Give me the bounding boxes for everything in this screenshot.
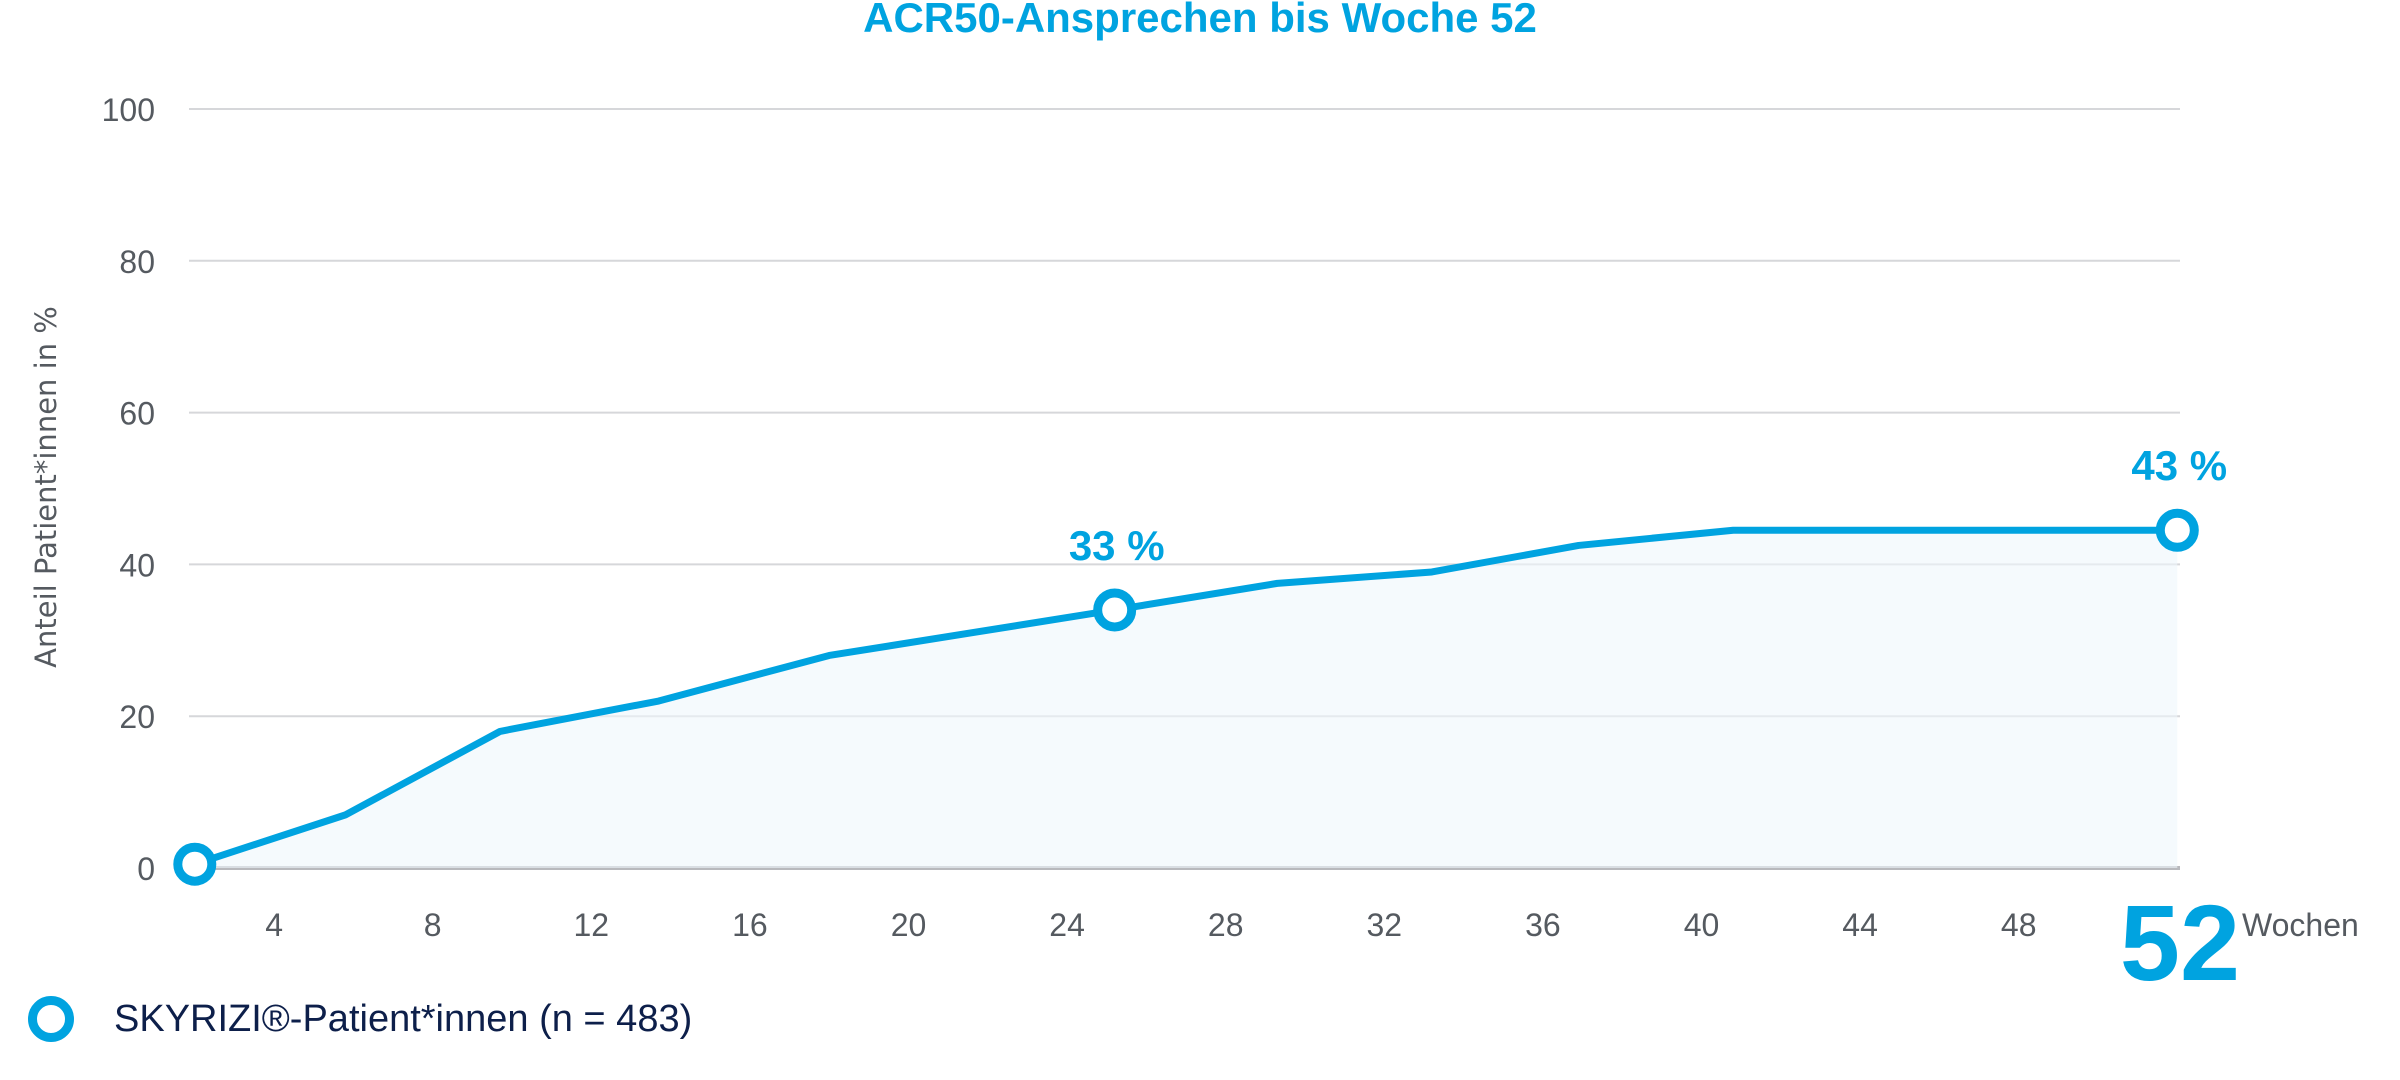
y-tick-label: 60 bbox=[119, 396, 155, 432]
x-tick-label: 32 bbox=[1367, 907, 1403, 943]
x-axis-label: Wochen bbox=[2242, 907, 2359, 943]
y-tick-label: 80 bbox=[119, 244, 155, 280]
data-point-marker bbox=[1093, 588, 1137, 632]
chart-title: ACR50-Ansprechen bis Woche 52 bbox=[863, 0, 1537, 41]
x-tick-label: 12 bbox=[574, 907, 610, 943]
x-tick-label: 16 bbox=[732, 907, 768, 943]
x-tick-label: 40 bbox=[1684, 907, 1720, 943]
data-point-marker bbox=[173, 842, 217, 886]
y-axis-label: Anteil Patient*innen in % bbox=[29, 306, 63, 668]
y-tick-label: 40 bbox=[119, 547, 155, 583]
y-tick-label: 0 bbox=[137, 851, 155, 887]
data-point-marker bbox=[2155, 508, 2199, 552]
x-tick-label: 44 bbox=[1842, 907, 1878, 943]
y-tick-label: 20 bbox=[119, 699, 155, 735]
x-tick-label: 28 bbox=[1208, 907, 1244, 943]
y-tick-label: 100 bbox=[102, 92, 155, 128]
x-final-tick-label: 52 bbox=[2120, 882, 2240, 1003]
legend: SKYRIZI®-Patient*innen (n = 483) bbox=[28, 996, 692, 1042]
data-label: 43 % bbox=[2131, 442, 2227, 489]
x-tick-label: 24 bbox=[1049, 907, 1085, 943]
x-tick-label: 20 bbox=[891, 907, 927, 943]
x-tick-label: 8 bbox=[424, 907, 442, 943]
x-tick-label: 36 bbox=[1525, 907, 1561, 943]
series-area-fill bbox=[194, 530, 2178, 868]
x-tick-label: 48 bbox=[2001, 907, 2037, 943]
legend-circle-icon bbox=[28, 996, 74, 1042]
x-tick-label: 4 bbox=[265, 907, 283, 943]
data-label: 33 % bbox=[1069, 522, 1165, 569]
legend-label: SKYRIZI®-Patient*innen (n = 483) bbox=[114, 997, 693, 1040]
